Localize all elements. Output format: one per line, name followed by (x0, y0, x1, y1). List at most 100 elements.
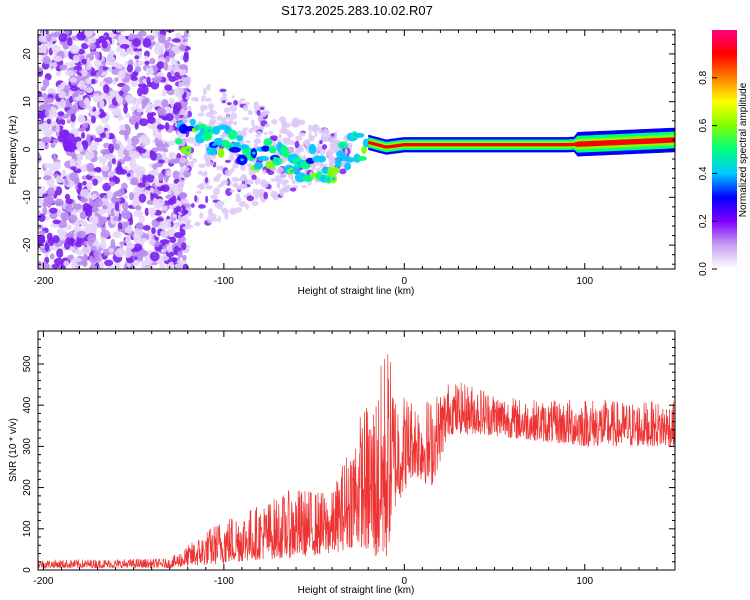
spectrogram-blob (55, 175, 64, 184)
spectrogram-blob (137, 182, 146, 188)
spectrogram-blob (318, 128, 323, 133)
spectrogram-blob (242, 117, 250, 121)
ridge-blob (345, 157, 355, 163)
spectrogram-blob (232, 163, 239, 169)
spectrogram-blob (144, 55, 149, 61)
spectrogram-blob (285, 130, 292, 137)
spectrogram-blob (180, 199, 190, 204)
chart-title: S173.2025.283.10.02.R07 (281, 3, 433, 18)
spectrogram-blob (181, 242, 187, 251)
spectrogram-blob (42, 56, 51, 65)
spectrogram-blob (67, 254, 74, 261)
spectrogram-blob (81, 122, 89, 129)
colorbar-tick-label: 0.2 (698, 214, 709, 228)
spectrogram-blob (149, 66, 154, 76)
spectrogram-blob (222, 99, 226, 104)
spectrogram-blob (141, 237, 148, 243)
spectrogram-blob (70, 246, 76, 252)
spectrogram-blob (157, 172, 164, 181)
spectrogram-blob (44, 242, 50, 252)
spectrogram-blob (114, 201, 120, 212)
spectrogram-blob (277, 166, 284, 173)
spectrogram-blob (180, 208, 189, 215)
ridge-blob (178, 124, 189, 134)
spectrogram-blob (174, 263, 182, 269)
spectrogram-blob (104, 259, 114, 267)
spectrogram-blob (64, 224, 72, 231)
spectrogram-blob (187, 210, 192, 217)
spectrogram-blob (255, 130, 262, 135)
spectrogram-blob (141, 139, 151, 146)
spectrogram-blob (254, 102, 258, 107)
spectrogram-blob (85, 78, 93, 85)
spectrogram-blob (94, 59, 102, 68)
spectrogram-blob (197, 112, 205, 117)
x-tick-label: -200 (33, 576, 53, 587)
spectrogram-blob (129, 192, 134, 201)
spectrogram-blob (177, 131, 183, 140)
spectrogram-blob (185, 206, 192, 211)
spectrogram-blob (38, 185, 46, 191)
spectrogram-blob (254, 194, 259, 200)
spectrogram-blob (279, 172, 287, 179)
spectrogram-blob (51, 107, 58, 117)
spectrogram-blob (263, 131, 268, 136)
spectrogram-blob (260, 181, 269, 188)
spectrogram-blob (235, 206, 243, 213)
x-tick-label: -100 (214, 276, 234, 287)
spectrogram-blob (86, 181, 93, 192)
spectrogram-blob (240, 163, 246, 171)
spectrogram-blob (151, 167, 159, 177)
spectrogram-blob (164, 84, 173, 91)
spectrogram-blob (44, 195, 54, 204)
spectrogram-blob (54, 198, 64, 207)
ridge-blob (242, 145, 247, 149)
spectrogram-blob (66, 119, 72, 124)
spectrogram-blob (174, 71, 180, 78)
spectrogram-blob (59, 98, 67, 109)
spectrogram-blob (90, 70, 97, 76)
spectrogram-blob (137, 83, 147, 88)
spectrogram-blob (216, 165, 220, 171)
spectrogram-blob (278, 133, 283, 140)
spectrogram-blob (61, 169, 67, 177)
ridge-blob (212, 125, 221, 135)
spectrogram-x-label: Height of straight line (km) (298, 286, 415, 297)
spectrogram-blob (135, 230, 144, 236)
spectrogram-blob (244, 179, 252, 186)
ridge-blob (261, 145, 270, 152)
spectrogram-blob (205, 176, 209, 184)
spectrogram-blob (76, 31, 86, 41)
spectrogram-blob (117, 70, 126, 80)
ridge-blob (227, 129, 238, 140)
spectrogram-blob (38, 230, 46, 235)
spectrogram-y-label: Frequency (Hz) (8, 116, 19, 185)
spectrogram-blob (94, 137, 103, 143)
spectrogram-blob (114, 30, 125, 33)
spectrogram-blob (130, 76, 138, 81)
ridge-blob (317, 155, 327, 163)
snr-x-label: Height of straight line (km) (298, 585, 415, 596)
spectrogram-blob (177, 259, 187, 265)
spectrogram-blob (217, 184, 223, 188)
spectrogram-blob (118, 129, 128, 136)
ridge-blob (228, 145, 233, 149)
spectrogram-blob (165, 55, 171, 63)
spectrogram-blob (133, 243, 143, 252)
spectrogram-blob (185, 91, 192, 97)
spectrogram-blob (191, 96, 199, 102)
spectrogram-blob (45, 33, 52, 42)
spectrogram-blob (165, 113, 174, 122)
spectrogram-blob (171, 38, 181, 43)
spectrogram-blob (245, 140, 251, 144)
spectrogram-blob (257, 188, 265, 196)
spectrogram-blob (123, 104, 128, 114)
spectrogram-blob (182, 254, 187, 261)
spectrogram-blob (73, 96, 84, 102)
spectrogram-blob (38, 152, 41, 163)
spectrogram-blob (77, 127, 86, 132)
spectrogram-blob (148, 238, 156, 246)
spectrogram-blob (69, 85, 79, 92)
spectrogram-blob (69, 158, 76, 167)
x-tick-label: 100 (576, 276, 593, 287)
